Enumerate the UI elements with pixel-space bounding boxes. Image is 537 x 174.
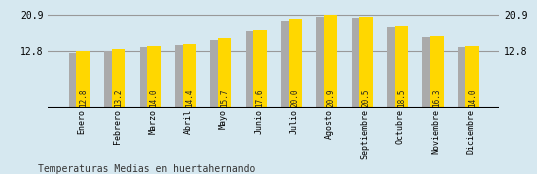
Text: 20.5: 20.5 — [361, 88, 371, 106]
Bar — [466, 46, 479, 108]
Text: 12.8: 12.8 — [79, 88, 88, 106]
Text: 20.9: 20.9 — [326, 88, 335, 106]
Bar — [211, 40, 224, 108]
Bar — [147, 46, 161, 108]
Text: Temperaturas Medias en huertahernando: Temperaturas Medias en huertahernando — [38, 164, 255, 174]
Bar — [423, 37, 436, 108]
Bar — [281, 21, 294, 108]
Bar — [175, 45, 188, 108]
Bar — [183, 44, 196, 108]
Text: 15.7: 15.7 — [220, 88, 229, 106]
Bar — [69, 53, 82, 108]
Bar — [430, 36, 444, 108]
Bar — [324, 15, 337, 108]
Text: 17.6: 17.6 — [256, 88, 265, 106]
Text: 18.5: 18.5 — [397, 88, 406, 106]
Bar — [395, 26, 408, 108]
Text: 20.0: 20.0 — [291, 88, 300, 106]
Bar — [104, 51, 118, 108]
Text: 13.2: 13.2 — [114, 88, 123, 106]
Bar — [387, 27, 401, 108]
Bar — [289, 19, 302, 108]
Bar — [359, 17, 373, 108]
Bar — [253, 30, 267, 108]
Bar — [352, 18, 365, 108]
Text: 16.3: 16.3 — [432, 88, 441, 106]
Text: 14.0: 14.0 — [468, 88, 477, 106]
Bar — [245, 31, 259, 108]
Bar — [140, 47, 153, 108]
Text: 14.0: 14.0 — [149, 88, 158, 106]
Bar — [316, 17, 330, 108]
Text: 14.4: 14.4 — [185, 88, 194, 106]
Bar — [76, 51, 90, 108]
Bar — [112, 49, 125, 108]
Bar — [218, 38, 231, 108]
Bar — [458, 47, 471, 108]
